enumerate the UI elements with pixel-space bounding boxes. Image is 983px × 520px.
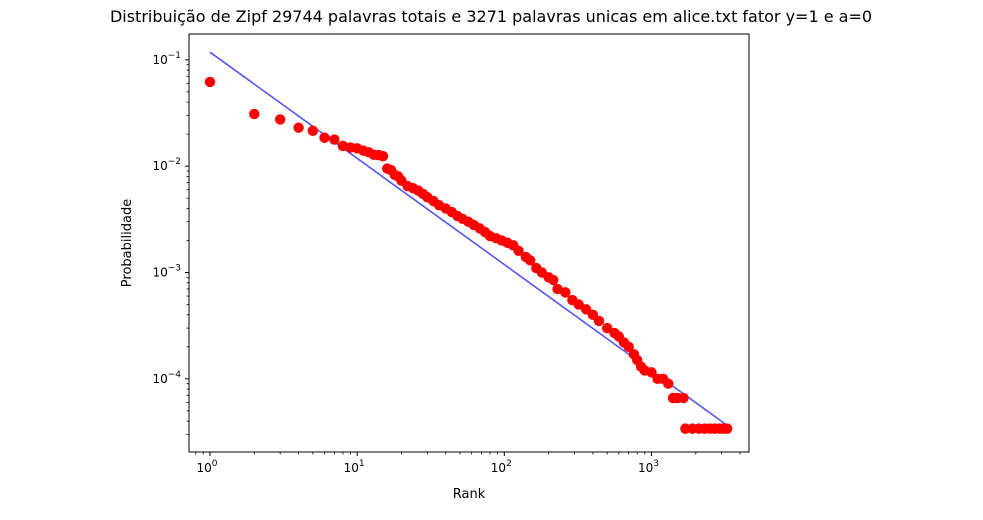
data-point [307, 125, 319, 137]
data-point [293, 122, 304, 133]
y-tick-label: 10−4 [152, 370, 181, 386]
data-point [319, 132, 330, 143]
x-tick-label: 101 [344, 459, 365, 475]
data-point [560, 287, 571, 298]
data-point [646, 367, 657, 378]
data-point [249, 108, 260, 120]
data-point [573, 299, 584, 310]
data-point [513, 245, 524, 256]
y-tick-label: 10−3 [152, 263, 181, 279]
axes-frame [188, 33, 750, 453]
data-point [548, 274, 559, 286]
data-point [680, 423, 691, 434]
y-axis-label: Probabilidade [120, 199, 135, 287]
data-point [722, 423, 733, 434]
data-point [329, 134, 340, 145]
data-point [593, 315, 605, 327]
data-point [663, 378, 674, 389]
data-point [623, 341, 634, 353]
chart-title: Distribuição de Zipf 29744 palavras tota… [110, 7, 872, 26]
data-point [204, 76, 216, 88]
y-tick-label: 10−1 [152, 51, 181, 67]
x-tick-label: 100 [196, 459, 217, 475]
data-point [552, 283, 563, 295]
data-point [275, 114, 286, 125]
plot-area: 100 101 102 103 10−4 10−3 10−2 10−1 [152, 33, 750, 475]
x-axis-label: Rank [453, 487, 486, 502]
data-point [525, 255, 536, 266]
x-tick-label: 103 [638, 459, 659, 475]
x-tick-label: 102 [491, 459, 512, 475]
data-point [678, 392, 689, 404]
y-tick-label: 10−2 [152, 157, 181, 173]
data-point [377, 151, 389, 162]
